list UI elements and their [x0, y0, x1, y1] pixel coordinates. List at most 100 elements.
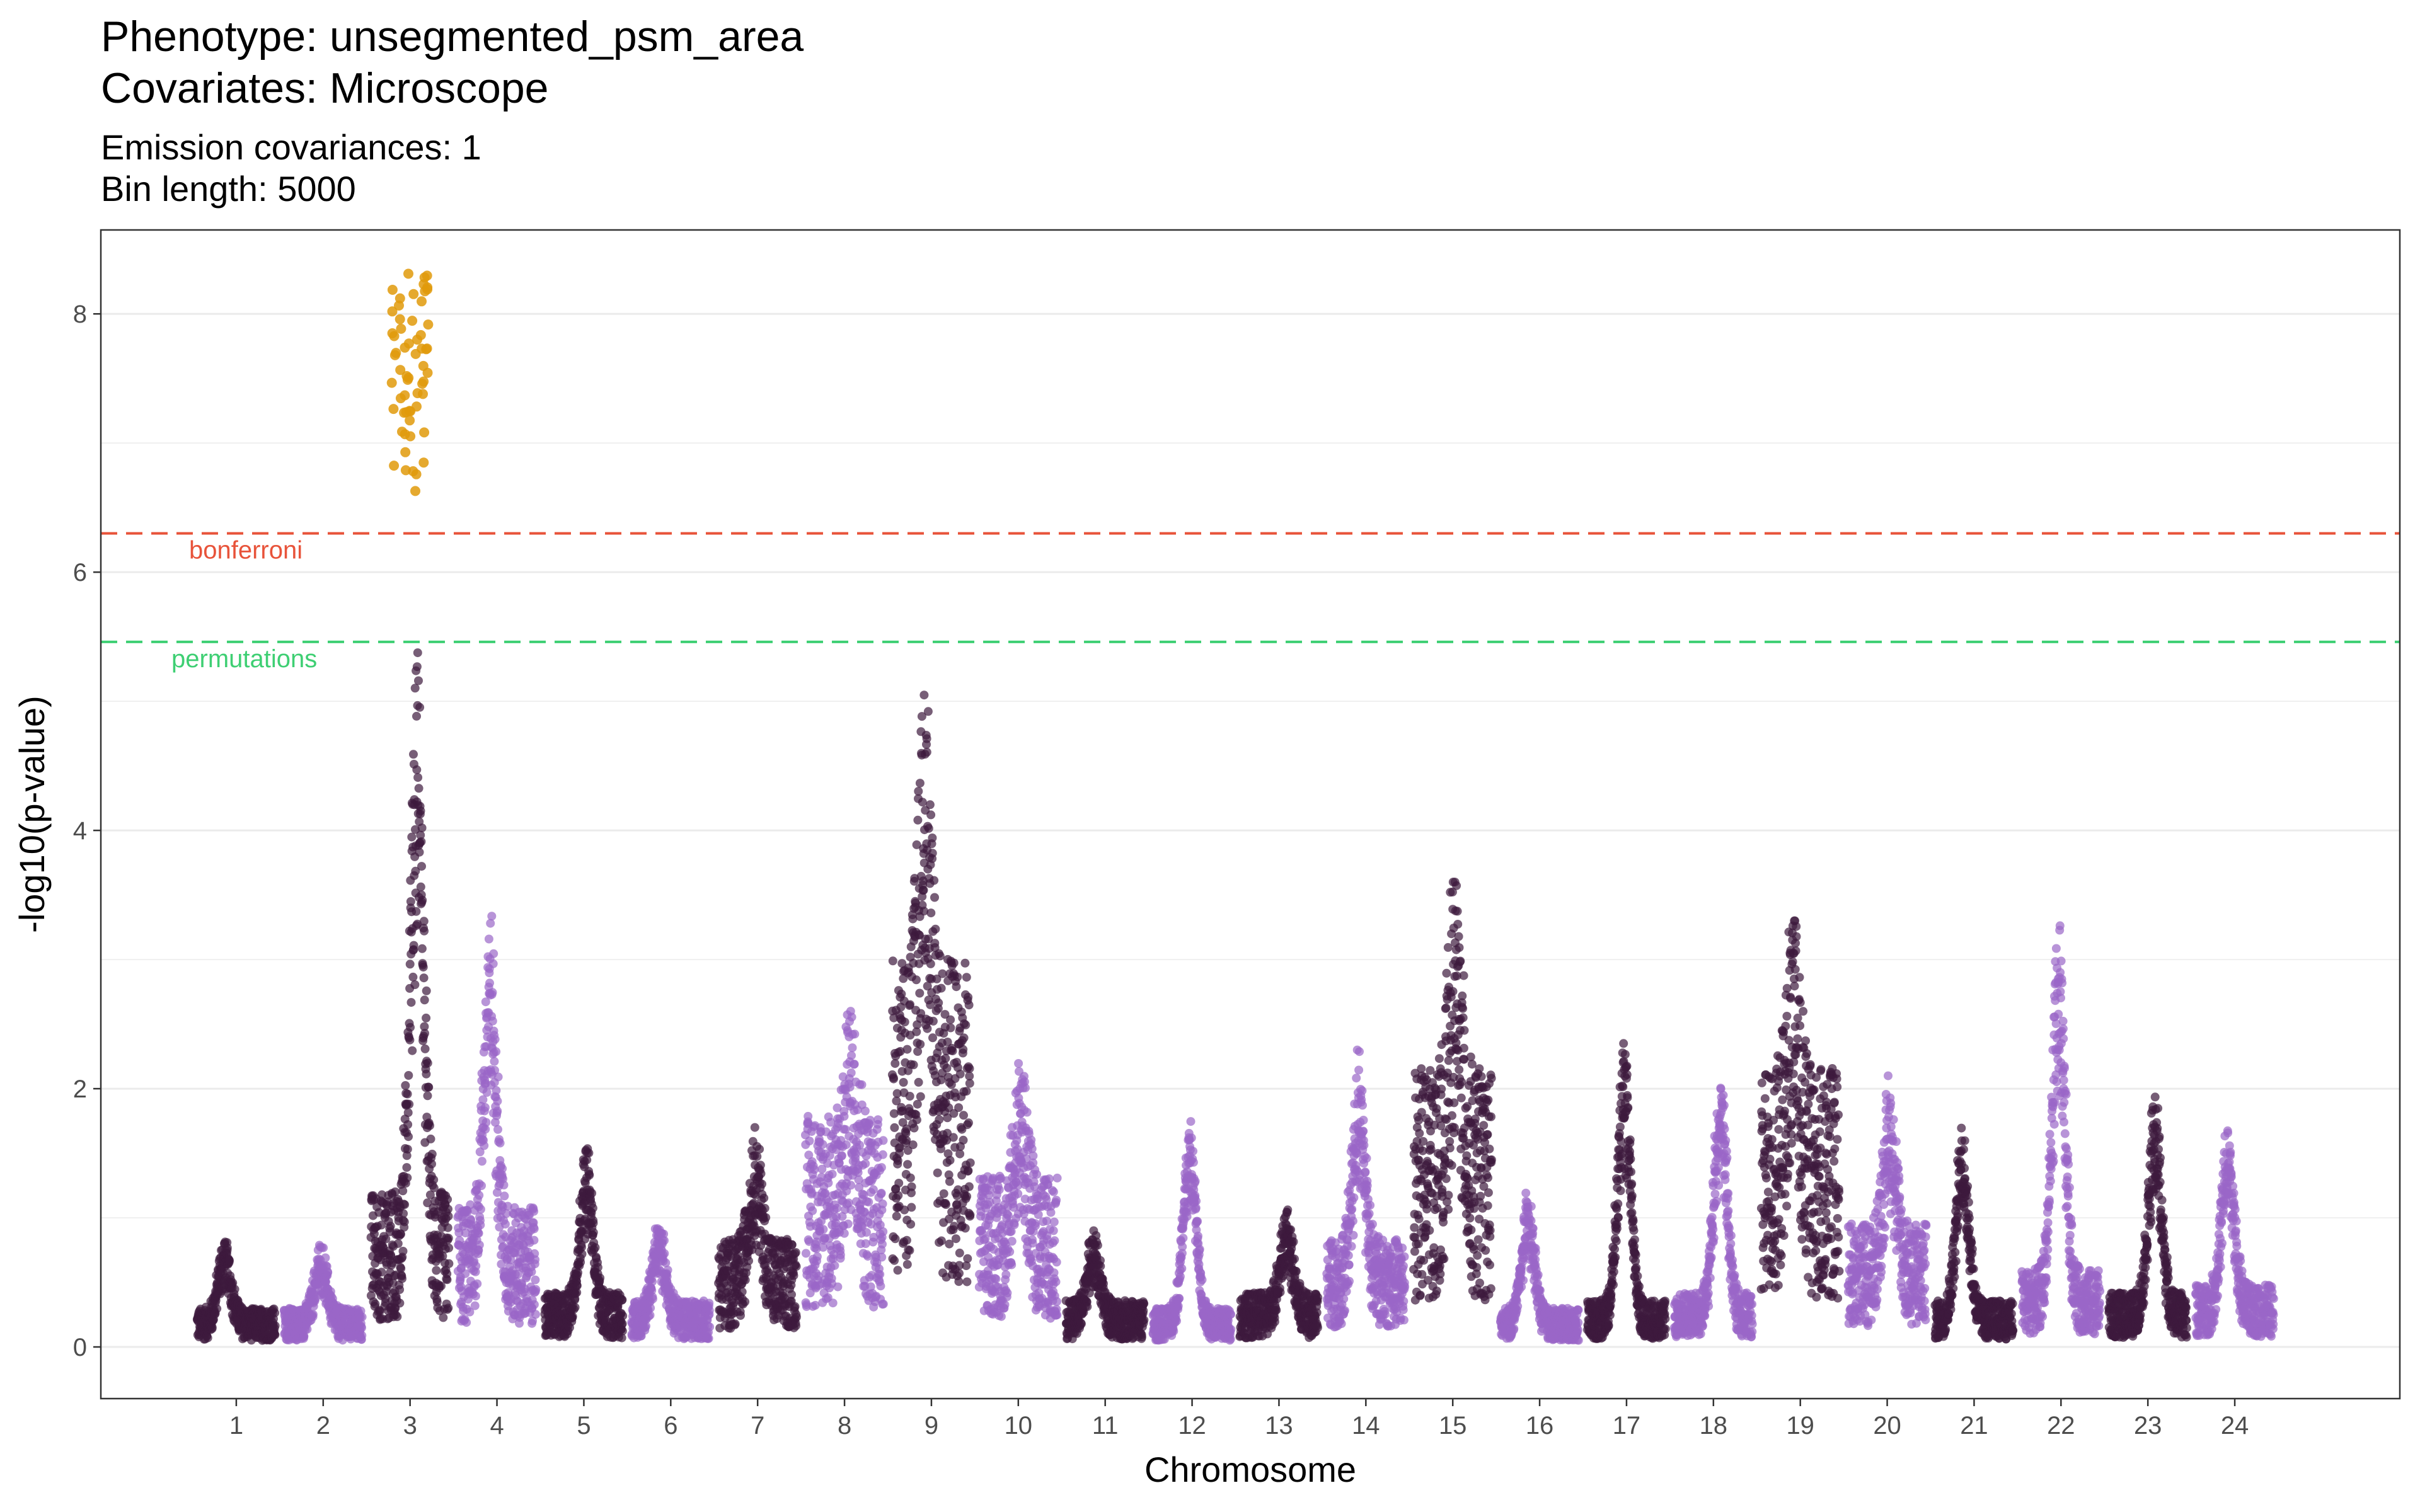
data-point: [819, 1225, 828, 1234]
data-point: [492, 1085, 501, 1095]
data-point: [403, 1120, 413, 1129]
data-point: [894, 1179, 904, 1188]
data-point: [663, 1266, 672, 1274]
data-point: [648, 1277, 657, 1286]
data-point: [660, 1236, 669, 1246]
data-point: [1187, 1133, 1196, 1143]
data-point: [426, 1134, 435, 1143]
significant-point: [408, 466, 418, 476]
data-point: [915, 988, 925, 998]
data-point: [500, 1220, 510, 1229]
data-point: [499, 1181, 509, 1189]
data-point: [865, 1116, 875, 1125]
data-point: [1197, 1275, 1207, 1285]
data-point: [584, 1148, 594, 1158]
data-point: [1027, 1135, 1036, 1145]
data-point: [1042, 1217, 1051, 1226]
data-point: [417, 837, 426, 846]
data-point: [730, 1319, 740, 1329]
data-point: [410, 980, 420, 989]
data-point: [481, 997, 490, 1007]
data-point: [876, 1281, 885, 1291]
data-point: [429, 1175, 439, 1184]
data-point: [1032, 1170, 1042, 1179]
data-point: [593, 1263, 602, 1272]
data-point: [531, 1275, 540, 1285]
significant-point: [397, 427, 407, 437]
data-point: [959, 1033, 969, 1043]
data-point: [405, 959, 415, 969]
data-point: [916, 1040, 925, 1049]
data-point: [930, 876, 939, 885]
data-point: [588, 1203, 597, 1213]
data-point: [994, 1185, 1004, 1194]
data-point: [926, 908, 936, 918]
data-point: [439, 1313, 448, 1322]
data-point: [400, 1217, 409, 1227]
significant-point: [423, 319, 434, 330]
data-point: [946, 1015, 955, 1024]
data-point: [878, 1239, 887, 1249]
data-point: [207, 1323, 217, 1332]
data-point: [919, 690, 929, 700]
data-point: [405, 1099, 414, 1109]
data-point: [907, 1182, 916, 1191]
data-point: [879, 1227, 888, 1236]
data-point: [861, 1239, 870, 1248]
data-point: [587, 1189, 597, 1198]
data-point: [905, 1092, 914, 1101]
data-point: [1076, 1319, 1086, 1329]
data-point: [964, 992, 973, 1002]
data-point: [893, 1266, 902, 1275]
data-point: [618, 1295, 627, 1304]
significant-point: [389, 461, 400, 471]
data-point: [377, 1190, 387, 1200]
significant-point: [388, 404, 399, 415]
data-point: [963, 1254, 972, 1263]
data-point: [1195, 1244, 1204, 1254]
data-point: [423, 1198, 432, 1208]
data-point: [502, 1209, 511, 1218]
data-point: [473, 1279, 482, 1288]
data-point: [420, 926, 429, 936]
data-point: [1049, 1187, 1058, 1196]
data-point: [848, 1043, 857, 1053]
data-point: [964, 1118, 973, 1128]
significant-point: [394, 301, 404, 311]
data-point: [412, 765, 422, 774]
data-point: [839, 1111, 849, 1121]
data-point: [486, 919, 495, 928]
data-point: [465, 1307, 475, 1317]
data-point: [478, 1095, 488, 1104]
data-point: [924, 823, 933, 833]
significant-point: [407, 316, 418, 326]
data-point: [941, 1053, 950, 1063]
data-point: [481, 1125, 490, 1134]
data-point: [960, 1223, 970, 1233]
data-point: [585, 1171, 594, 1180]
data-point: [900, 1017, 909, 1027]
data-point: [959, 1111, 968, 1120]
data-point: [801, 1249, 810, 1258]
data-point: [488, 1016, 497, 1026]
data-point: [933, 1168, 942, 1177]
data-point: [962, 973, 971, 982]
data-point: [1189, 1147, 1197, 1156]
data-point: [442, 1275, 452, 1285]
data-point: [386, 1222, 395, 1231]
data-point: [850, 1029, 860, 1039]
data-point: [570, 1303, 580, 1312]
data-point: [591, 1243, 600, 1252]
data-point: [934, 998, 943, 1007]
data-point: [402, 1163, 412, 1172]
significant-point: [386, 377, 397, 388]
data-point: [406, 1022, 415, 1032]
data-point: [444, 1234, 453, 1243]
data-point: [1083, 1302, 1092, 1312]
chart-subtitle-binlength: Bin length: 5000: [101, 169, 356, 209]
data-points: [192, 268, 2278, 1345]
data-point: [418, 895, 427, 905]
data-point: [922, 747, 931, 757]
data-point: [1028, 1151, 1038, 1160]
